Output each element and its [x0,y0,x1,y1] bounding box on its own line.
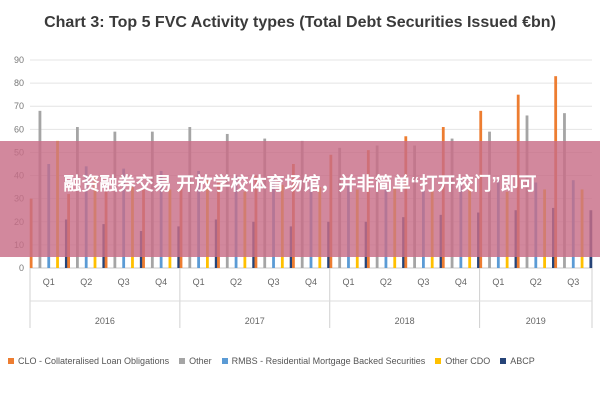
x-tick-label: Q2 [380,277,392,287]
year-label: 2018 [395,316,415,326]
x-tick-label: Q3 [268,277,280,287]
y-tick-label: 90 [14,55,24,65]
x-tick-label: Q1 [193,277,205,287]
x-tick-label: Q3 [567,277,579,287]
chart-title: Chart 3: Top 5 FVC Activity types (Total… [44,14,556,31]
x-tick-label: Q4 [455,277,467,287]
x-tick-label: Q4 [305,277,317,287]
y-tick-label: 60 [14,124,24,134]
legend-label: RMBS - Residential Mortgage Backed Secur… [231,356,426,366]
legend-swatch [179,358,186,364]
x-tick-label: Q4 [155,277,167,287]
chart-legend: CLO - Collateralised Loan Obligations Oth… [8,356,598,366]
legend-label: Other [189,356,212,366]
legend-item: CLO - Collateralised Loan Obligations [8,356,169,366]
x-tick-label: Q3 [417,277,429,287]
legend-label: Other CDO [445,356,491,366]
legend-swatch [8,358,14,364]
x-tick-label: Q1 [342,277,354,287]
overlay-banner [0,141,600,257]
legend-swatch [500,358,507,364]
legend-item: Other [179,356,212,366]
legend-item: ABCP [500,356,535,366]
year-label: 2019 [526,316,546,326]
x-tick-label: Q2 [530,277,542,287]
legend-item: Other CDO [435,356,490,366]
year-label: 2017 [245,316,265,326]
legend-label: ABCP [510,356,535,366]
x-tick-label: Q2 [80,277,92,287]
x-tick-label: Q2 [230,277,242,287]
x-tick-label: Q1 [43,277,55,287]
x-tick-label: Q3 [118,277,130,287]
overlay-banner-text: 融资融券交易 开放学校体育场馆，并非简单“打开校门”即可 [63,174,537,194]
legend-item: RMBS - Residential Mortgage Backed Secur… [221,356,426,366]
legend-swatch [435,358,442,364]
legend-swatch [221,358,228,364]
year-label: 2016 [95,316,115,326]
y-tick-label: 80 [14,78,24,88]
y-tick-label: 0 [19,263,24,273]
y-tick-label: 70 [14,101,24,111]
x-tick-label: Q1 [492,277,504,287]
legend-label: CLO - Collateralised Loan Obligations [18,356,170,366]
